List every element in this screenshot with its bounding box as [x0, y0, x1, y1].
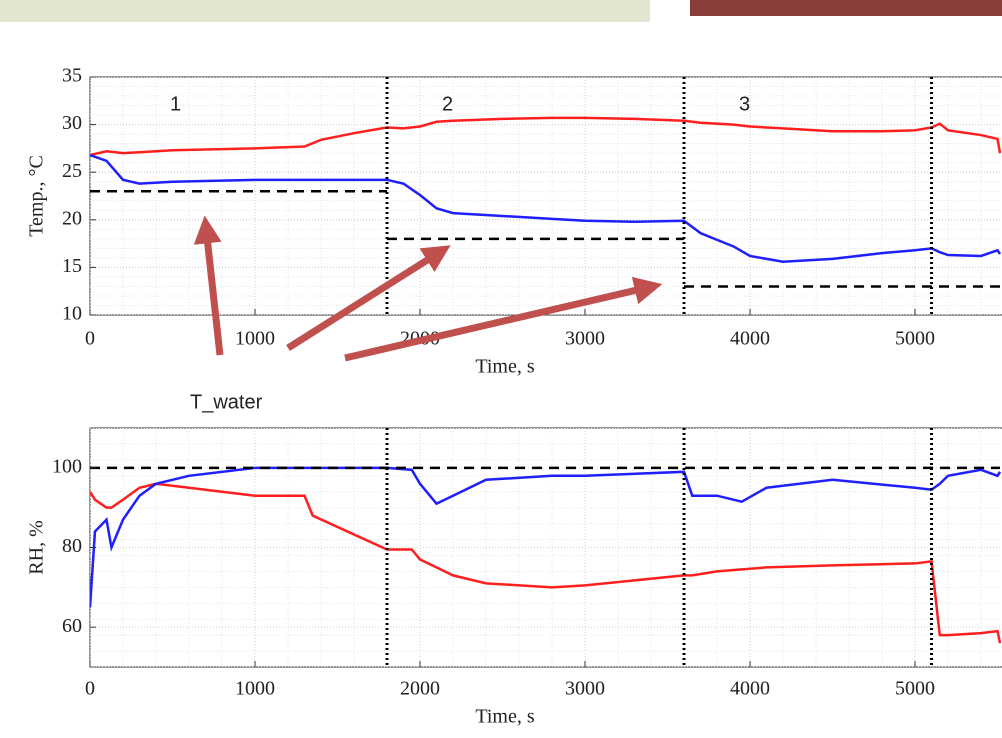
y-tick-label: 10 [62, 303, 82, 325]
region-label: 3 [739, 93, 750, 115]
x-axis-label: Time, s [475, 356, 535, 378]
data-line [90, 153, 1002, 263]
y-tick-label: 80 [62, 535, 82, 557]
x-tick-label: 2000 [400, 678, 440, 700]
annotation-arrow [193, 215, 224, 356]
x-tick-label: 0 [85, 678, 95, 700]
y-tick-label: 30 [62, 112, 82, 134]
header-image [690, 0, 1002, 16]
region-label: 2 [442, 93, 453, 115]
x-tick-label: 3000 [565, 678, 605, 700]
data-line [90, 466, 1002, 608]
y-tick-label: 15 [62, 255, 82, 277]
y-axis-label: RH, % [26, 520, 48, 574]
annotation-arrow [344, 276, 663, 362]
region-label: 1 [170, 93, 181, 115]
x-tick-label: 5000 [895, 678, 935, 700]
plot [90, 428, 1002, 667]
y-tick-label: 60 [62, 615, 82, 637]
header-band [0, 0, 650, 22]
annotation-arrow [286, 245, 451, 351]
plot-area [89, 76, 1002, 316]
x-tick-label: 1000 [235, 678, 275, 700]
data-line [90, 482, 1002, 644]
x-tick-label: 1000 [235, 328, 275, 350]
x-tick-label: 0 [85, 328, 95, 350]
data-line [90, 116, 1002, 157]
y-tick-label: 35 [62, 65, 82, 87]
x-tick-label: 3000 [565, 328, 605, 350]
x-tick-label: 4000 [730, 328, 770, 350]
y-tick-label: 20 [62, 207, 82, 229]
y-tick-label: 100 [52, 455, 82, 477]
x-axis-label: Time, s [475, 706, 535, 728]
annotation: T_water [190, 391, 263, 413]
y-axis-label: Temp., °C [26, 155, 48, 237]
x-tick-label: 5000 [895, 328, 935, 350]
plot [90, 77, 1002, 315]
x-tick-label: 4000 [730, 678, 770, 700]
y-tick-label: 25 [62, 160, 82, 182]
